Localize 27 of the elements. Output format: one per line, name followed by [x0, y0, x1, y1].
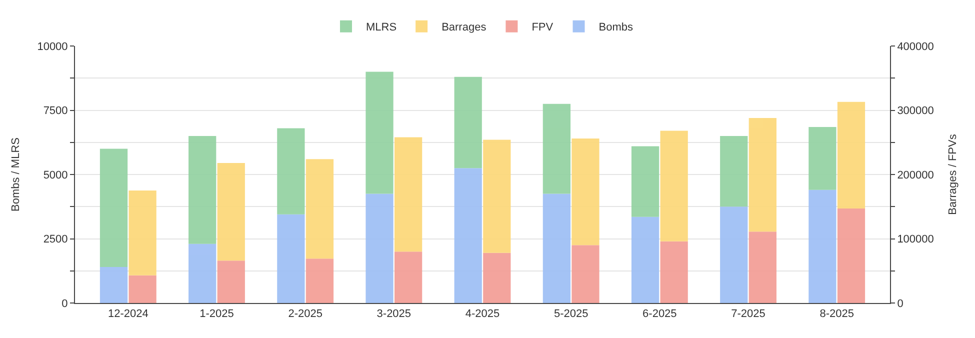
- y2-tick-label: 400000: [897, 40, 934, 53]
- legend-label: Bombs: [598, 22, 634, 34]
- y2-tick-label: 200000: [897, 169, 934, 182]
- x-tick-label: 6-2025: [642, 308, 677, 320]
- x-tick-label: 5-2025: [554, 308, 588, 320]
- x-tick-label: 2-2025: [288, 308, 322, 320]
- y-tick-label: 5000: [43, 169, 68, 182]
- bar: [454, 76, 482, 168]
- x-tick-label: 3-2025: [376, 308, 412, 320]
- y-tick-label: 7500: [43, 105, 68, 118]
- legend-label: FPV: [532, 22, 554, 34]
- x-tick-label: 8-2025: [820, 308, 854, 320]
- legend-label: MLRS: [366, 22, 397, 34]
- bar: [366, 72, 394, 194]
- y-tick-label: 10000: [37, 40, 68, 53]
- y2-tick-label: 0: [897, 298, 904, 310]
- x-tick-label: 1-2025: [200, 308, 234, 320]
- y2-tick-label: 100000: [897, 234, 934, 246]
- y2-tick-label: 300000: [897, 105, 934, 118]
- y-tick-label: 0: [62, 298, 68, 310]
- x-tick-label: 7-2025: [731, 308, 766, 320]
- x-tick-label: 12-2024: [108, 308, 148, 320]
- x-tick-label: 4-2025: [465, 308, 500, 320]
- y-axis-title: Bombs / MLRS: [10, 138, 22, 212]
- legend-label: Barrages: [442, 22, 487, 34]
- y2-axis-title: Barrages / FPVs: [947, 134, 960, 215]
- y-tick-label: 2500: [43, 234, 68, 246]
